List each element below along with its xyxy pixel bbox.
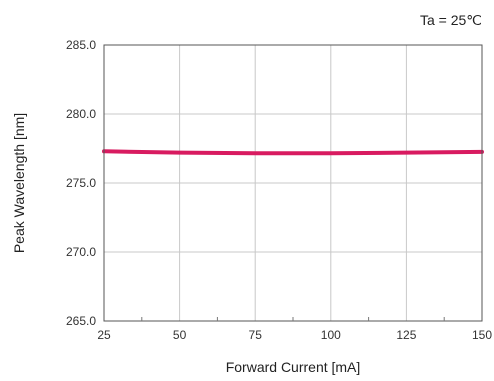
- x-tick-label: 50: [173, 328, 187, 342]
- x-tick-label: 25: [97, 328, 111, 342]
- data-point: [178, 151, 182, 155]
- x-ticks: 25 50 75 100 125 150: [97, 317, 492, 342]
- x-tick-label: 125: [396, 328, 416, 342]
- series-line: [102, 149, 484, 156]
- y-tick-label: 280.0: [66, 107, 96, 121]
- data-point: [329, 151, 333, 155]
- data-point: [253, 151, 257, 155]
- annotation-temperature: Ta = 25℃: [420, 12, 482, 28]
- x-tick-label: 75: [249, 328, 263, 342]
- grid: [104, 45, 482, 321]
- y-tick-label: 270.0: [66, 245, 96, 259]
- x-tick-label: 150: [472, 328, 492, 342]
- y-ticks: 265.0 270.0 275.0 280.0 285.0: [66, 38, 96, 328]
- x-axis-label: Forward Current [mA]: [226, 359, 361, 375]
- y-tick-label: 285.0: [66, 38, 96, 52]
- y-tick-label: 265.0: [66, 314, 96, 328]
- y-axis-label: Peak Wavelength [nm]: [11, 113, 27, 253]
- y-tick-label: 275.0: [66, 176, 96, 190]
- x-tick-label: 100: [321, 328, 341, 342]
- data-point: [404, 151, 408, 155]
